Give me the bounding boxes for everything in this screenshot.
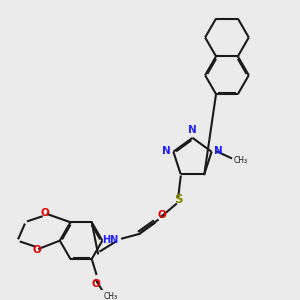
Text: O: O (32, 245, 41, 255)
Text: N: N (162, 146, 170, 156)
Text: N: N (188, 125, 197, 135)
Text: O: O (92, 279, 101, 289)
Text: O: O (158, 210, 167, 220)
Text: S: S (174, 193, 183, 206)
Text: N: N (214, 146, 223, 156)
Text: CH₃: CH₃ (103, 292, 117, 300)
Text: CH₃: CH₃ (233, 156, 248, 165)
Text: O: O (41, 208, 50, 218)
Text: HN: HN (102, 235, 119, 245)
